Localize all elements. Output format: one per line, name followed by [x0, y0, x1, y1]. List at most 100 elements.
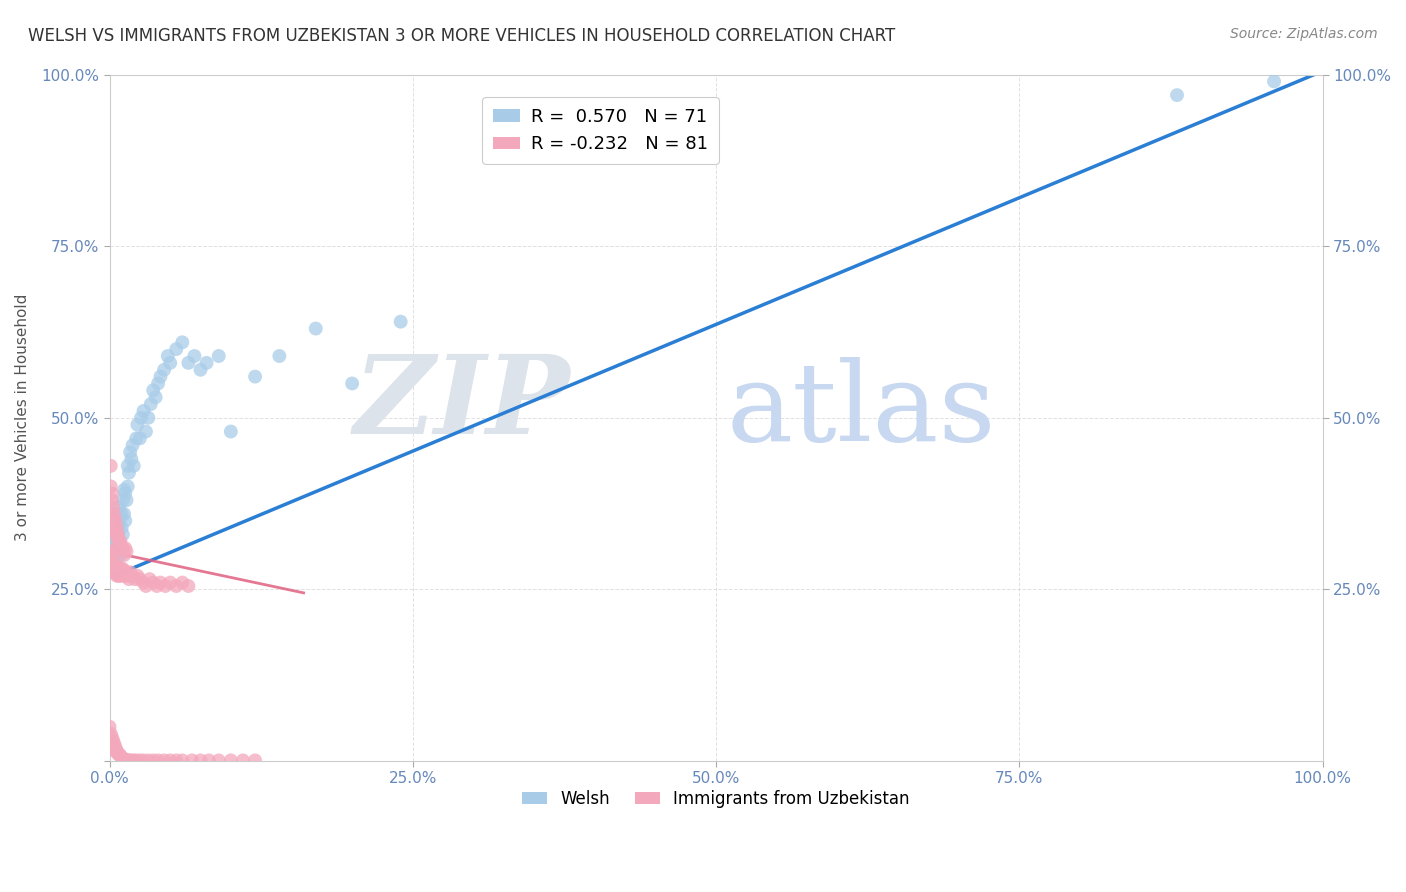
Point [107, 527, 129, 541]
Point [125, 431, 148, 445]
Point [120, 566, 142, 580]
Point [269, 349, 291, 363]
Point [98, 555, 121, 569]
Point [129, 410, 152, 425]
Point [100, 558, 122, 573]
Point [135, 425, 157, 439]
Point [132, 753, 155, 767]
Text: WELSH VS IMMIGRANTS FROM UZBEKISTAN 3 OR MORE VEHICLES IN HOUSEHOLD CORRELATION : WELSH VS IMMIGRANTS FROM UZBEKISTAN 3 OR… [28, 27, 896, 45]
Point [100, 562, 122, 576]
Point [101, 566, 124, 580]
Point [115, 753, 138, 767]
Point [111, 562, 134, 576]
Point [155, 579, 177, 593]
Point [105, 562, 128, 576]
Point [172, 335, 194, 350]
Point [208, 753, 231, 767]
Point [111, 507, 134, 521]
Point [117, 568, 139, 582]
Point [101, 507, 124, 521]
Point [181, 753, 204, 767]
Point [195, 356, 218, 370]
Point [111, 562, 134, 576]
Point [100, 555, 122, 569]
Point [107, 534, 129, 549]
Point [219, 753, 242, 767]
Point [128, 753, 150, 767]
Point [115, 566, 138, 580]
Point [159, 575, 181, 590]
Point [122, 458, 145, 473]
Point [165, 342, 187, 356]
Point [107, 566, 129, 580]
Point [100, 551, 122, 566]
Point [156, 349, 179, 363]
Point [104, 534, 127, 549]
Point [104, 740, 127, 755]
Point [172, 575, 194, 590]
Point [107, 527, 129, 541]
Point [98, 551, 121, 566]
Point [104, 566, 127, 580]
Point [107, 562, 129, 576]
Point [101, 558, 124, 573]
Point [101, 551, 124, 566]
Point [125, 753, 148, 767]
Point [100, 551, 122, 566]
Point [103, 521, 125, 535]
Point [108, 534, 131, 549]
Point [172, 753, 194, 767]
Point [103, 558, 125, 573]
Point [98, 740, 121, 755]
Point [110, 566, 132, 580]
Point [159, 356, 181, 370]
Point [177, 356, 200, 370]
Point [101, 551, 124, 566]
Point [100, 544, 122, 558]
Point [111, 566, 134, 580]
Point [139, 397, 162, 411]
Point [101, 740, 124, 755]
Point [112, 566, 135, 580]
Point [1166, 88, 1188, 103]
Point [98, 551, 121, 566]
Point [127, 568, 149, 582]
Point [138, 753, 160, 767]
Point [101, 737, 124, 751]
Text: Source: ZipAtlas.com: Source: ZipAtlas.com [1230, 27, 1378, 41]
Point [1263, 74, 1285, 88]
Point [108, 566, 131, 580]
Point [146, 753, 169, 767]
Point [100, 548, 122, 562]
Point [101, 558, 124, 573]
Point [111, 750, 134, 764]
Point [100, 726, 122, 740]
Point [120, 445, 142, 459]
Point [98, 720, 121, 734]
Point [103, 737, 125, 751]
Point [124, 572, 146, 586]
Point [111, 541, 134, 556]
Point [121, 568, 143, 582]
Point [104, 562, 127, 576]
Point [114, 514, 136, 528]
Point [208, 349, 231, 363]
Point [110, 510, 132, 524]
Point [138, 572, 160, 586]
Point [111, 541, 134, 556]
Point [101, 733, 124, 747]
Point [107, 507, 129, 521]
Point [103, 558, 125, 573]
Point [112, 752, 135, 766]
Point [120, 753, 142, 767]
Point [101, 558, 124, 573]
Point [105, 744, 128, 758]
Point [118, 572, 141, 586]
Point [101, 493, 124, 508]
Point [98, 548, 121, 562]
Point [142, 575, 165, 590]
Point [190, 753, 212, 767]
Point [112, 483, 135, 497]
Point [108, 517, 131, 532]
Point [219, 425, 242, 439]
